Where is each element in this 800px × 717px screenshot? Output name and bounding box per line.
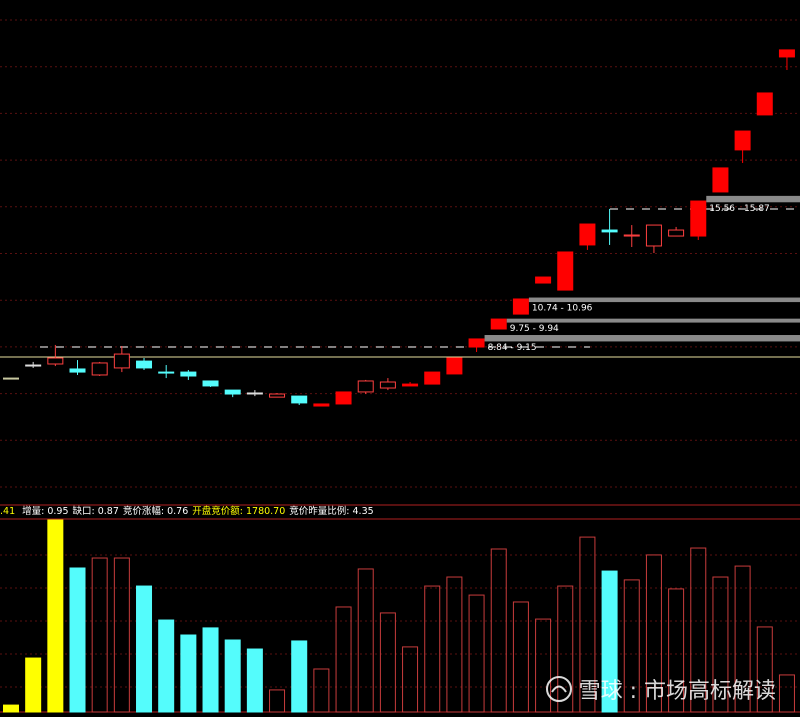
gap-label: 9.75 - 9.94 <box>510 324 559 334</box>
volume-bar <box>712 576 729 713</box>
volume-bar <box>202 627 219 713</box>
volume-bar <box>402 646 419 713</box>
volume-bar <box>756 626 773 713</box>
candle-body <box>756 92 773 116</box>
volume-bar <box>246 648 263 713</box>
info-item: 增量: 0.95 <box>22 506 69 517</box>
gap-label: 8.84 - 9.15 <box>488 343 537 353</box>
volume-bar <box>313 668 330 713</box>
candle-body <box>180 371 197 377</box>
volume-bar <box>3 704 19 713</box>
info-item: 缺口: 0.87 <box>72 506 119 517</box>
volume-bar <box>224 639 241 713</box>
candle-body <box>424 371 441 385</box>
info-prefix: .41 <box>0 506 16 517</box>
volume-bar <box>623 579 640 713</box>
candle-body <box>778 49 795 58</box>
volume-bar <box>579 536 596 713</box>
info-item: 竞价涨幅: 0.76 <box>122 506 189 517</box>
watermark-text: 雪球 : 市场高标解读 <box>578 679 776 704</box>
candle-body <box>579 223 596 246</box>
candle-body <box>202 380 219 387</box>
volume-bar <box>424 585 441 713</box>
candle-body <box>601 229 618 233</box>
candle-body <box>690 200 707 237</box>
volume-bar <box>113 557 130 713</box>
candle-body <box>734 130 751 151</box>
candle-body <box>402 383 419 387</box>
candle-body <box>136 360 153 369</box>
candle-body <box>246 392 263 395</box>
gap-label: 10.74 - 10.96 <box>532 304 593 314</box>
volume-bar <box>291 640 308 713</box>
candle-body <box>269 393 286 398</box>
volume-bar <box>778 674 795 713</box>
volume-bar <box>69 567 86 713</box>
candle-body <box>291 395 308 404</box>
candle-body <box>668 229 685 237</box>
volume-bar <box>180 634 197 713</box>
volume-bar <box>357 568 374 713</box>
watermark-logo <box>545 676 572 702</box>
candle-body <box>557 251 574 291</box>
volume-bar <box>668 588 685 713</box>
candle-body <box>623 234 640 237</box>
candle-body <box>91 362 108 376</box>
gap-band <box>706 195 800 203</box>
gap-label: 15.56 - 15.87 <box>709 204 770 214</box>
candle-body <box>535 276 552 284</box>
volume-bar <box>468 594 485 713</box>
candle-body <box>379 381 396 389</box>
volume-bar <box>379 612 396 713</box>
gap-band <box>528 297 800 303</box>
volume-bar <box>490 548 507 713</box>
volume-bar <box>47 519 64 713</box>
volume-bar <box>535 618 552 713</box>
info-item: 竞价昨量比例: 4.35 <box>289 506 374 517</box>
candle-body <box>25 364 42 367</box>
volume-bar <box>158 619 175 713</box>
volume-bar <box>25 657 42 713</box>
gap-band <box>484 335 800 342</box>
candle-body <box>158 371 175 374</box>
info-bar: .41 增量: 0.95 缺口: 0.87 竞价涨幅: 0.76 开盘竞价额: 178… <box>0 505 378 519</box>
volume-bar <box>512 601 529 713</box>
volume-bar <box>734 565 751 713</box>
volume-bar <box>690 547 707 713</box>
volume-bar <box>269 689 286 713</box>
gap-band <box>506 318 800 323</box>
candle-body <box>3 377 19 380</box>
candle-body <box>313 403 330 407</box>
volume-bar <box>601 570 618 713</box>
candle-body <box>113 353 130 369</box>
volume-bar <box>645 554 662 713</box>
candle-body <box>490 318 507 330</box>
candle-body <box>69 368 86 373</box>
candle-body <box>712 167 729 193</box>
watermark: 雪球 : 市场高标解读 <box>545 673 776 705</box>
candle-body <box>468 338 485 348</box>
candle-body <box>645 224 662 247</box>
volume-bar <box>136 585 153 713</box>
candle-body <box>357 380 374 393</box>
volume-bar <box>335 606 352 713</box>
info-item: 开盘竞价额: 1780.70 <box>192 506 286 517</box>
grid <box>0 19 800 688</box>
candle-body <box>446 357 463 375</box>
candle-body <box>335 391 352 405</box>
candle-body <box>47 357 64 365</box>
volume-bar <box>557 585 574 713</box>
candle-body <box>224 389 241 395</box>
volume-bar <box>446 576 463 713</box>
candle-body <box>512 298 529 315</box>
volume-bar <box>91 557 108 713</box>
